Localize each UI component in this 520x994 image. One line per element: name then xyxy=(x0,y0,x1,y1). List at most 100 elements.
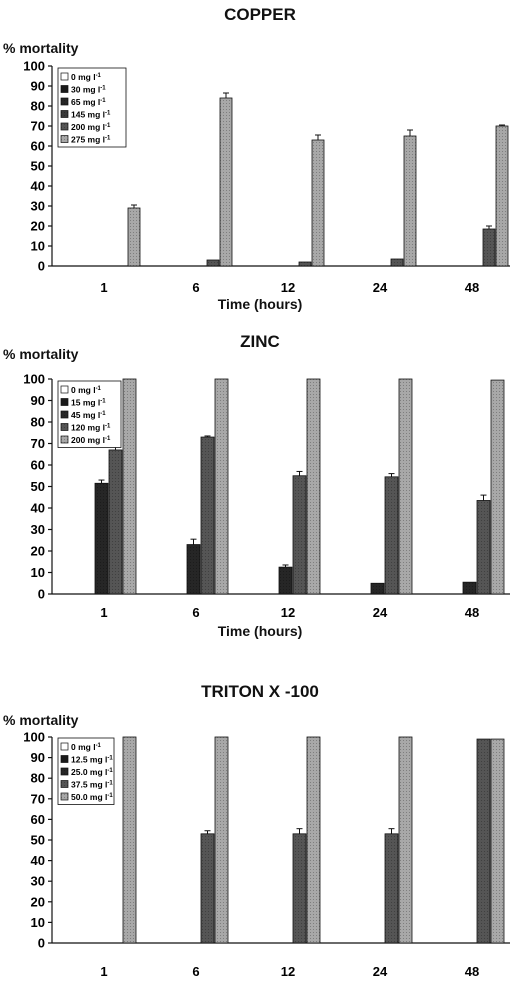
triton-legend-label: 50.0 mg l-1 xyxy=(71,792,113,802)
triton-legend-swatch xyxy=(60,792,69,801)
zinc-legend-label-superscript: -1 xyxy=(96,386,102,392)
triton-x-tick-label: 24 xyxy=(373,964,388,979)
triton-chart-panel: TRITON X -100 % mortality 0 10 20 30 40 50 60 7… xyxy=(0,670,520,994)
copper-bar-275-t12 xyxy=(311,139,325,267)
triton-y-tick-label: 100 xyxy=(23,730,45,745)
copper-y-axis-label: % mortality xyxy=(3,40,79,56)
copper-legend-label-superscript: -1 xyxy=(100,98,106,104)
zinc-x-tick-label: 6 xyxy=(192,605,199,620)
copper-legend-label-superscript: -1 xyxy=(105,123,111,129)
copper-legend-label: 200 mg l-1 xyxy=(71,122,111,132)
copper-legend-label-superscript: -1 xyxy=(105,111,111,117)
triton-y-tick-label: 80 xyxy=(31,771,45,786)
copper-y-tick-label: 20 xyxy=(31,219,45,234)
zinc-legend-label: 45 mg l-1 xyxy=(71,410,106,420)
zinc-y-tick-label: 30 xyxy=(31,522,45,537)
zinc-x-tick-label: 48 xyxy=(465,605,479,620)
triton-legend-label: 25.0 mg l-1 xyxy=(71,767,113,777)
triton-y-tick-label: 60 xyxy=(31,812,45,827)
zinc-chart-title: ZINC xyxy=(240,332,280,351)
zinc-x-tick-label: 12 xyxy=(281,605,295,620)
copper-bar-275-t24 xyxy=(403,135,417,267)
triton-x-tick-label: 6 xyxy=(192,964,199,979)
triton-chart-title: TRITON X -100 xyxy=(201,682,319,701)
triton-bar-50.0-t6 xyxy=(214,736,229,944)
copper-legend: 0 mg l-1 30 mg l-1 65 mg l-1 145 mg l-1 200 … xyxy=(57,67,127,148)
copper-bar-200-t12 xyxy=(298,261,312,267)
zinc-legend-label: 15 mg l-1 xyxy=(71,398,106,408)
zinc-bar-120-t48 xyxy=(476,500,491,595)
zinc-y-tick-label: 90 xyxy=(31,393,45,408)
copper-legend-swatch xyxy=(60,110,69,118)
triton-legend-swatch xyxy=(60,767,69,776)
triton-y-tick-label: 40 xyxy=(31,853,45,868)
zinc-bar-45-t6 xyxy=(186,544,201,595)
zinc-y-tick-label: 80 xyxy=(31,415,45,430)
zinc-bar-120-t12 xyxy=(292,475,307,595)
copper-x-tick-label: 12 xyxy=(281,280,295,295)
copper-x-tick-label: 48 xyxy=(465,280,479,295)
copper-y-tick-label: 100 xyxy=(23,59,45,74)
copper-y-tick-label: 30 xyxy=(31,199,45,214)
copper-bar-200-t48 xyxy=(482,228,496,267)
triton-legend-swatch xyxy=(60,742,69,751)
zinc-legend-box xyxy=(57,380,122,448)
triton-legend-label: 0 mg l-1 xyxy=(71,742,102,752)
zinc-y-tick-label: 10 xyxy=(31,565,45,580)
zinc-chart-svg: 0 10 20 30 40 50 60 70 80 90 100 1 6 12 24 48 0 mg l-1 15… xyxy=(23,372,510,620)
copper-bar-275-t48 xyxy=(495,125,509,267)
copper-legend-label: 0 mg l-1 xyxy=(71,72,102,82)
zinc-y-tick-label: 40 xyxy=(31,501,45,516)
triton-legend: 0 mg l-1 12.5 mg l-1 25.0 mg l-1 37.5 mg l-… xyxy=(57,737,115,805)
zinc-x-tick-label: 24 xyxy=(373,605,388,620)
zinc-legend-swatch xyxy=(60,398,69,406)
copper-legend-swatch xyxy=(60,85,69,93)
triton-legend-label-superscript: -1 xyxy=(107,756,113,762)
copper-y-tick-label: 70 xyxy=(31,119,45,134)
zinc-bar-120-t24 xyxy=(384,476,399,595)
triton-legend-label-superscript: -1 xyxy=(107,793,113,799)
triton-legend-swatch xyxy=(60,755,69,763)
copper-legend-label: 275 mg l-1 xyxy=(71,135,111,145)
copper-legend-label: 145 mg l-1 xyxy=(71,110,111,120)
triton-x-tick-label: 1 xyxy=(100,964,107,979)
zinc-bar-200-t1 xyxy=(122,378,137,595)
triton-legend-label: 12.5 mg l-1 xyxy=(71,755,113,765)
copper-legend-box xyxy=(57,67,127,148)
copper-legend-label-superscript: -1 xyxy=(105,136,111,142)
zinc-legend-label: 200 mg l-1 xyxy=(71,435,111,445)
zinc-bar-200-t24 xyxy=(398,378,413,595)
triton-y-tick-label: 30 xyxy=(31,874,45,889)
zinc-y-tick-label: 50 xyxy=(31,479,45,494)
copper-legend-label-superscript: -1 xyxy=(96,73,102,79)
triton-legend-label-superscript: -1 xyxy=(96,743,102,749)
triton-legend-swatch xyxy=(60,780,69,788)
zinc-bar-200-t12 xyxy=(306,378,321,595)
zinc-bar-45-t24 xyxy=(370,582,385,595)
copper-y-tick-label: 10 xyxy=(31,239,45,254)
zinc-y-tick-label: 70 xyxy=(31,436,45,451)
triton-bar-50.0-t48 xyxy=(490,738,505,944)
copper-y-tick-label: 60 xyxy=(31,139,45,154)
triton-bar-37.5-t24 xyxy=(384,833,399,944)
zinc-chart-panel: ZINC % mortality 0 10 20 30 40 50 60 70 80 90 100 1… xyxy=(0,330,520,650)
zinc-y-tick-label: 0 xyxy=(38,587,45,602)
copper-legend-swatch xyxy=(60,122,69,131)
copper-legend-swatch xyxy=(60,97,69,106)
triton-bar-50.0-t12 xyxy=(306,736,321,944)
triton-y-tick-label: 50 xyxy=(31,833,45,848)
copper-y-tick-label: 40 xyxy=(31,179,45,194)
copper-y-tick-label: 50 xyxy=(31,159,45,174)
copper-legend-label-superscript: -1 xyxy=(100,86,106,92)
zinc-bar-120-t6 xyxy=(200,436,215,595)
copper-y-tick-label: 0 xyxy=(38,259,45,274)
triton-bar-37.5-t6 xyxy=(200,833,215,944)
copper-bar-275-t1 xyxy=(127,207,141,267)
zinc-bar-200-t48 xyxy=(490,379,505,595)
zinc-y-tick-label: 100 xyxy=(23,372,45,387)
copper-legend-label: 30 mg l-1 xyxy=(71,85,106,95)
zinc-legend-label-superscript: -1 xyxy=(100,411,106,417)
zinc-y-tick-label: 60 xyxy=(31,458,45,473)
triton-bar-50.0-t24 xyxy=(398,736,413,944)
copper-chart-svg: 0 10 20 30 40 50 60 70 80 90 100 1 6 12 24 48 0 mg l-1 30… xyxy=(23,59,510,295)
